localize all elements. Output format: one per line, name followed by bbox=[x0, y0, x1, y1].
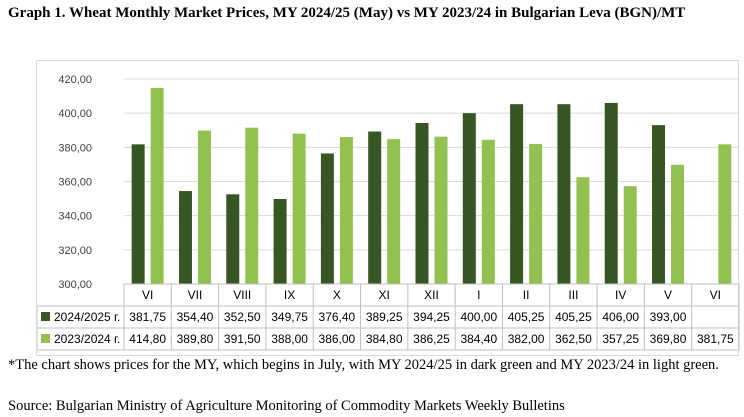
x-tick-label: II bbox=[523, 288, 530, 302]
y-tick-label: 420,00 bbox=[58, 74, 92, 86]
bar-series1 bbox=[368, 131, 382, 284]
bar-series1 bbox=[510, 104, 524, 284]
bar-series2 bbox=[718, 144, 732, 284]
data-label: 388,00 bbox=[271, 332, 308, 346]
y-tick-label: 300,00 bbox=[58, 279, 92, 291]
data-label: 386,00 bbox=[319, 332, 356, 346]
bar-series1 bbox=[178, 191, 192, 284]
bar-series1 bbox=[462, 113, 476, 284]
bar-series1 bbox=[604, 102, 618, 284]
chart-note: *The chart shows prices for the MY, whic… bbox=[8, 357, 719, 373]
data-label: 389,25 bbox=[366, 310, 403, 324]
data-label: 406,00 bbox=[602, 310, 639, 324]
bar-series2 bbox=[529, 143, 543, 284]
legend-key bbox=[41, 312, 50, 321]
y-tick-label: 360,00 bbox=[58, 177, 92, 189]
x-tick-label: III bbox=[568, 288, 578, 302]
data-label: 349,75 bbox=[271, 310, 308, 324]
legend-label: 2024/2025 г. bbox=[54, 310, 120, 324]
x-tick-label: XII bbox=[424, 288, 439, 302]
y-tick-label: 320,00 bbox=[58, 245, 92, 257]
x-tick-label: XI bbox=[379, 288, 390, 302]
bar-series2 bbox=[671, 164, 685, 284]
chart-title: Graph 1. Wheat Monthly Market Prices, MY… bbox=[8, 5, 686, 21]
data-label: 362,50 bbox=[555, 332, 592, 346]
x-tick-label: I bbox=[477, 288, 480, 302]
x-tick-label: V bbox=[664, 288, 672, 302]
y-tick-label: 380,00 bbox=[58, 142, 92, 154]
data-label: 405,25 bbox=[555, 310, 592, 324]
data-label: 400,00 bbox=[460, 310, 497, 324]
data-label: 357,25 bbox=[602, 332, 639, 346]
data-label: 352,50 bbox=[224, 310, 261, 324]
y-tick-label: 400,00 bbox=[58, 108, 92, 120]
bar-series2 bbox=[481, 139, 495, 284]
data-label: 414,80 bbox=[129, 332, 166, 346]
x-tick-label: X bbox=[333, 288, 341, 302]
x-tick-label: VII bbox=[188, 288, 203, 302]
data-label: 376,40 bbox=[319, 310, 356, 324]
data-label: 384,40 bbox=[460, 332, 497, 346]
bar-series1 bbox=[415, 122, 429, 284]
bar-series2 bbox=[245, 127, 259, 284]
chart-source: Source: Bulgarian Ministry of Agricultur… bbox=[8, 398, 565, 414]
x-tick-label: VI bbox=[710, 288, 721, 302]
data-label: 394,25 bbox=[413, 310, 450, 324]
data-label: 369,80 bbox=[650, 332, 687, 346]
legend-key bbox=[41, 334, 50, 343]
bar-series1 bbox=[557, 104, 571, 284]
data-label: 393,00 bbox=[650, 310, 687, 324]
x-tick-label: IV bbox=[615, 288, 626, 302]
data-label: 389,80 bbox=[177, 332, 214, 346]
bar-series2 bbox=[150, 87, 164, 284]
data-label: 382,00 bbox=[508, 332, 545, 346]
bar-series1 bbox=[226, 194, 240, 284]
data-label: 381,75 bbox=[697, 332, 734, 346]
bar-series2 bbox=[434, 136, 448, 284]
data-label: 386,25 bbox=[413, 332, 450, 346]
chart-area: 300,00 320,00 340,00 360,00 380,00 400,00 420,… bbox=[36, 60, 740, 356]
bar-series2 bbox=[292, 133, 306, 284]
data-label: 405,25 bbox=[508, 310, 545, 324]
x-tick-label: IX bbox=[284, 288, 295, 302]
bar-series2 bbox=[339, 137, 353, 284]
bar-series1 bbox=[652, 125, 666, 284]
legend-label: 2023/2024 г. bbox=[54, 332, 120, 346]
x-tick-label: VI bbox=[142, 288, 153, 302]
data-label: 381,75 bbox=[129, 310, 166, 324]
bar-series1 bbox=[320, 153, 334, 284]
bar-series2 bbox=[387, 139, 401, 284]
bar-series2 bbox=[576, 177, 590, 284]
bar-series2 bbox=[623, 186, 637, 284]
bar-chart: 300,00 320,00 340,00 360,00 380,00 400,00 420,… bbox=[37, 74, 740, 351]
bar-series2 bbox=[197, 130, 211, 284]
x-tick-label: VIII bbox=[233, 288, 251, 302]
data-label: 384,80 bbox=[366, 332, 403, 346]
data-label: 354,40 bbox=[177, 310, 214, 324]
data-label: 391,50 bbox=[224, 332, 261, 346]
bar-series1 bbox=[273, 199, 287, 284]
bar-series1 bbox=[131, 144, 145, 284]
y-tick-label: 340,00 bbox=[58, 211, 92, 223]
